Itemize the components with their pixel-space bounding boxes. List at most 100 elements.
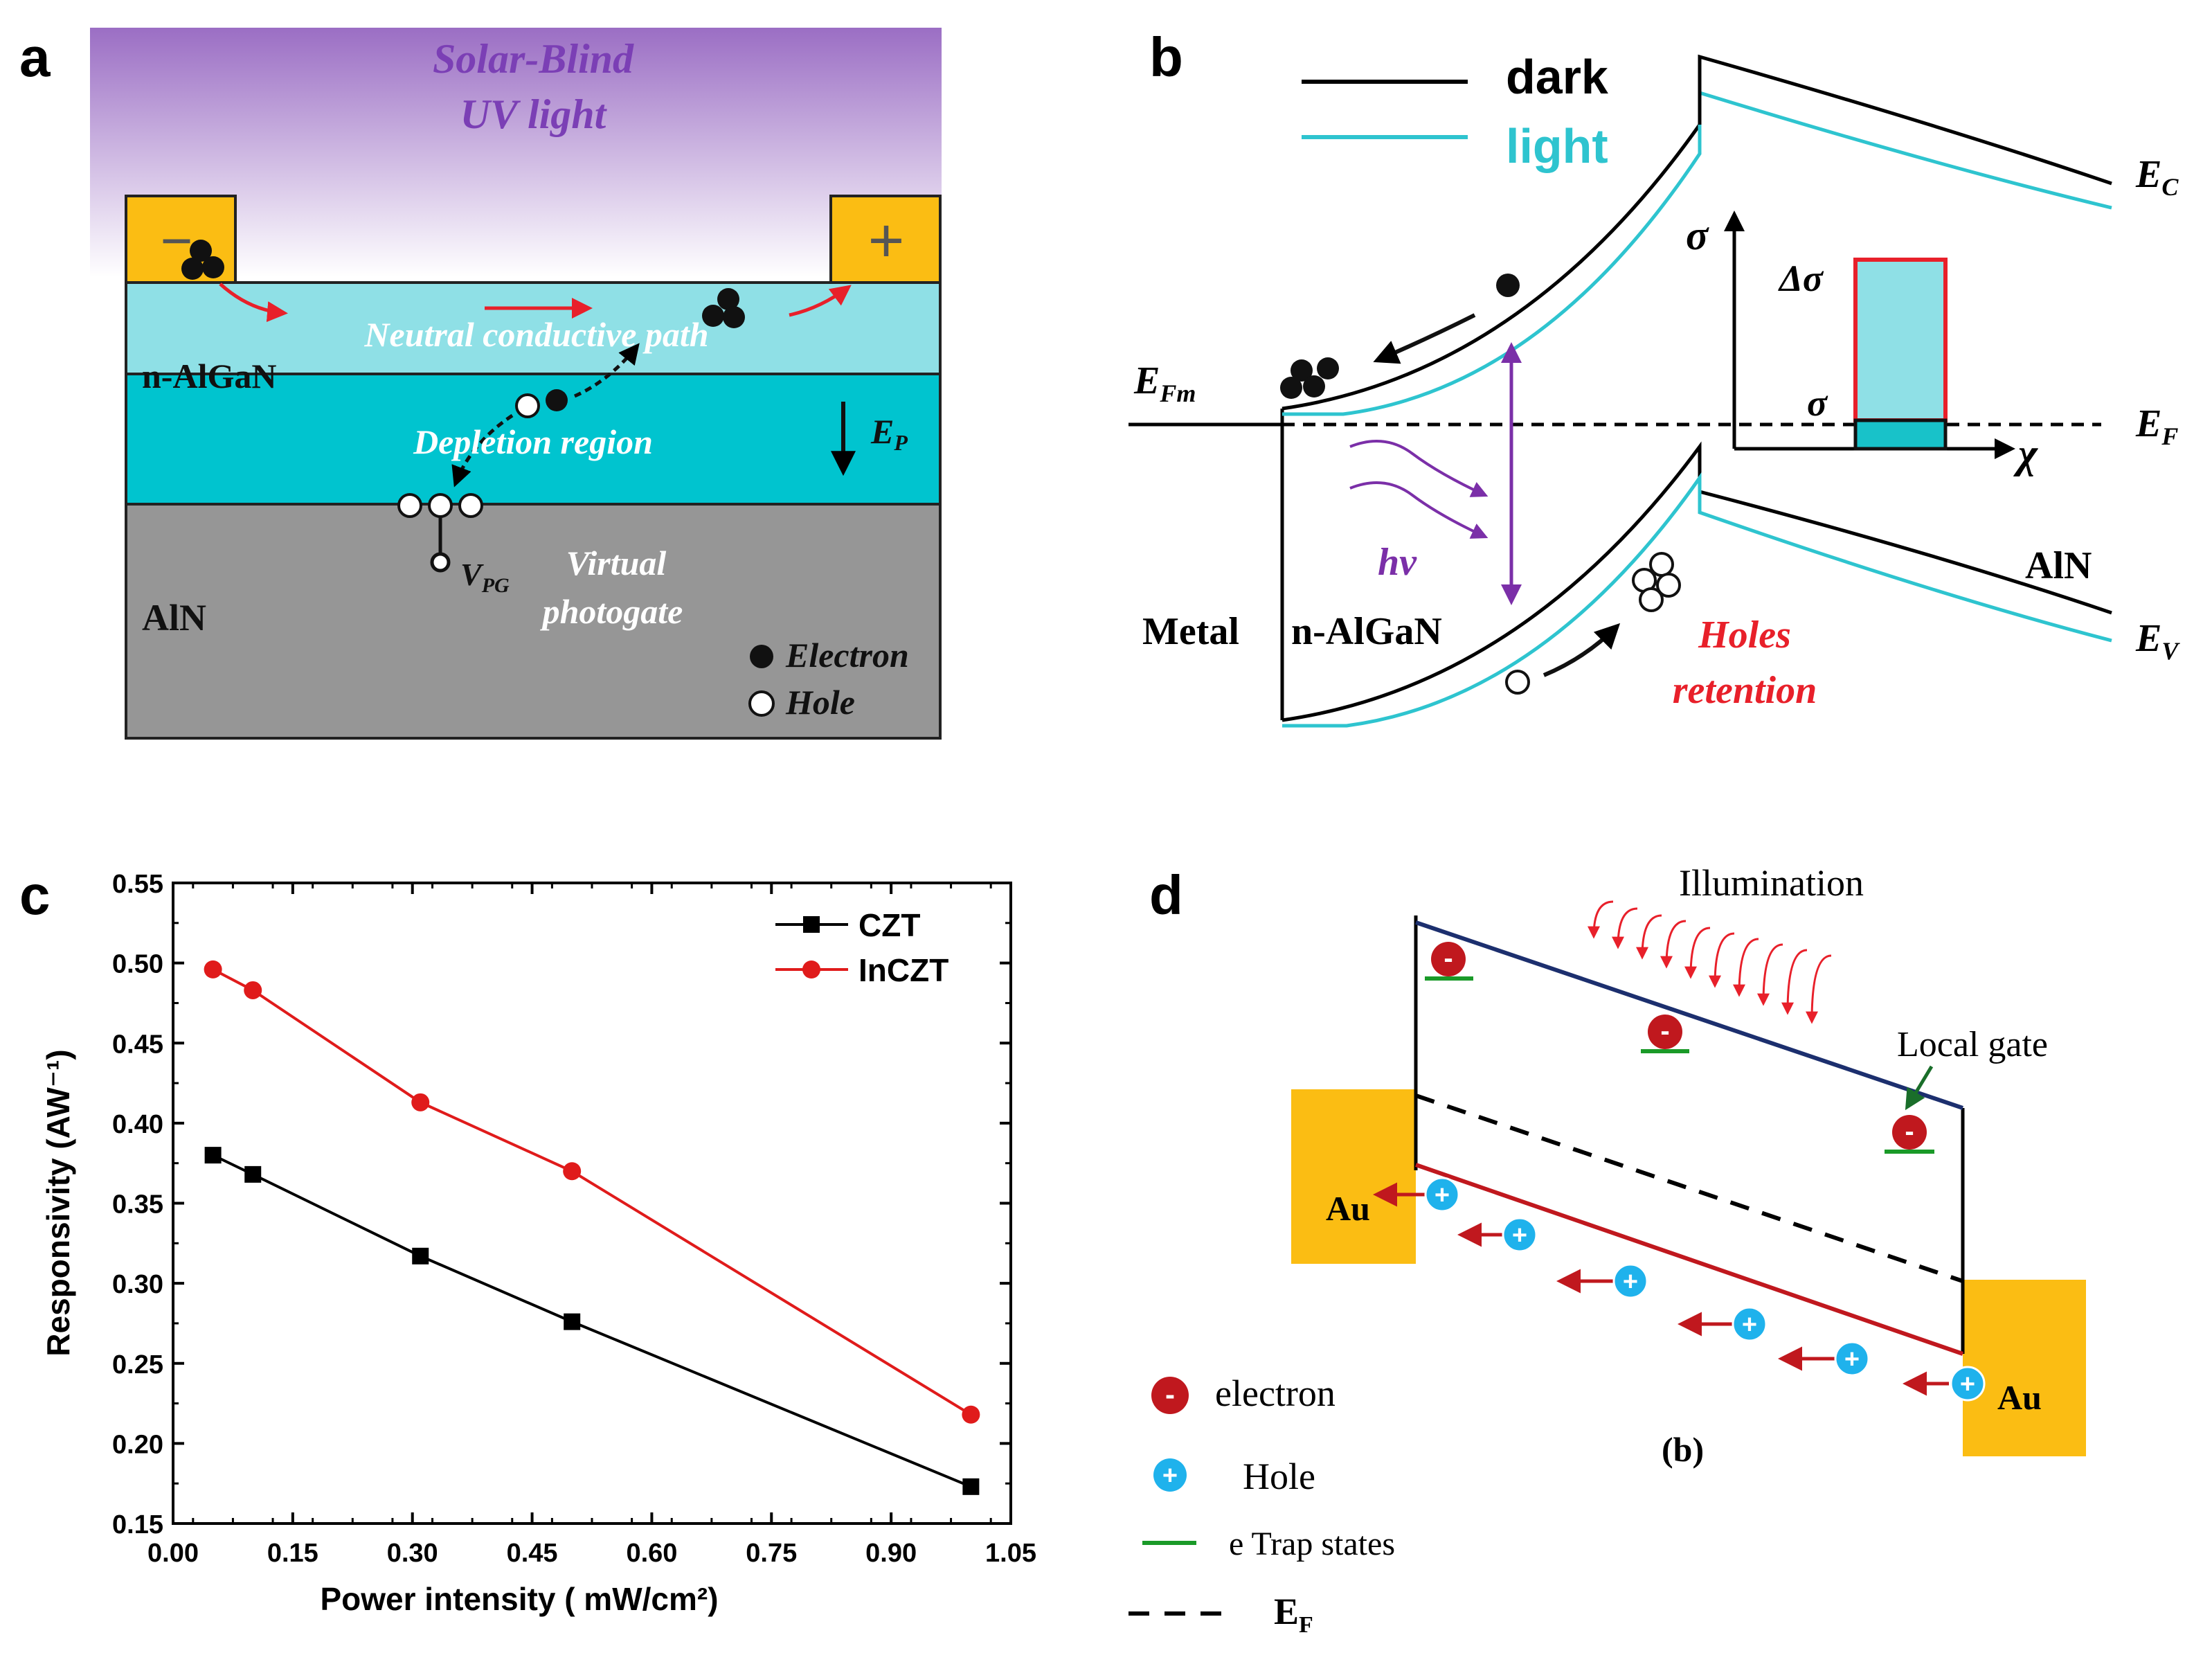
hv-label: hv — [1378, 541, 1417, 584]
algan-label: n-AlGaN — [142, 357, 276, 395]
svg-text:+: + — [1435, 1181, 1450, 1210]
aln-band-label: AlN — [2025, 544, 2092, 587]
electron-path-arrow — [573, 343, 640, 398]
y-tick-label: 0.45 — [112, 1030, 163, 1059]
inset-delta-bar — [1853, 258, 1948, 422]
panel-label-c: c — [19, 864, 51, 926]
point-czt — [412, 1247, 429, 1265]
retained-holes — [1632, 552, 1681, 612]
legend-hole-label: Hole — [785, 683, 855, 722]
holes-retention-line2: retention — [1673, 669, 1817, 712]
trapped-electron-2: - — [1641, 1015, 1689, 1053]
svg-text:+: + — [1844, 1345, 1860, 1374]
svg-text:-: - — [1165, 1378, 1175, 1411]
chart-x-axis-title: Power intensity ( mW/cm²) — [320, 1581, 718, 1617]
hole-6: + — [1903, 1366, 1986, 1402]
legend-electron-symbol — [750, 645, 773, 668]
inset-x-label: χ — [2013, 431, 2038, 476]
panel-a: a Solar-Blind UV light − + Neutral condu… — [19, 26, 942, 740]
y-tick-label: 0.55 — [112, 870, 163, 899]
local-gate-arrow — [1905, 1065, 1934, 1111]
chart-ticks: 0.00 0.15 0.30 0.45 0.60 0.75 0.90 1.050.150.20… — [112, 870, 1036, 1568]
local-gate-label: Local gate — [1897, 1025, 2048, 1064]
legend-trap-text: e Trap states — [1229, 1526, 1395, 1562]
svg-text:-: - — [1905, 1116, 1914, 1147]
svg-text:+: + — [1162, 1461, 1178, 1490]
sub-label-b: (b) — [1662, 1430, 1704, 1469]
depletion-label: Depletion region — [413, 422, 653, 461]
point-czt — [962, 1478, 980, 1495]
electron-cluster-interface — [1280, 357, 1339, 399]
series-line-czt — [212, 1154, 972, 1488]
legend-electron: - electron — [1151, 1373, 1336, 1414]
svg-text:-: - — [1660, 1016, 1669, 1046]
y-tick-label: 0.50 — [112, 950, 163, 979]
point-inczt — [204, 960, 222, 979]
y-tick-label: 0.30 — [112, 1270, 163, 1299]
panel-d: d Au Au Illumination Local gate - — [1129, 862, 2086, 1638]
y-tick-label: 0.25 — [112, 1350, 163, 1379]
panel-label-a: a — [19, 26, 51, 88]
aln-substrate — [125, 503, 942, 740]
field-label: EP — [870, 412, 908, 455]
legend-hole: + Hole — [1153, 1456, 1315, 1497]
valence-band-dark — [1282, 441, 2112, 722]
y-tick-label: 0.35 — [112, 1190, 163, 1219]
legend-hole-symbol — [748, 690, 775, 717]
point-czt — [564, 1313, 581, 1330]
inset-sigma-axis-label: σ — [1686, 213, 1709, 258]
neutral-path-label: Neutral conductive path — [363, 315, 708, 354]
inset-sigma-bar — [1853, 418, 1948, 451]
electron-cluster-mid — [702, 288, 745, 328]
photon-wave-1 — [1349, 440, 1489, 497]
electron-drift-arrow — [1373, 313, 1476, 364]
vpg-label: VPG — [460, 557, 510, 597]
pair-hole — [515, 393, 540, 418]
hole-5: + — [1778, 1341, 1870, 1377]
legend-ef-text: EF — [1274, 1591, 1313, 1638]
y-tick-label: 0.20 — [112, 1430, 163, 1459]
panel-label-d: d — [1149, 864, 1183, 926]
valence-band — [1415, 1163, 1963, 1356]
x-tick-label: 0.45 — [507, 1539, 558, 1568]
chart-legend: CZT InCZT — [775, 907, 948, 988]
illumination-label: Illumination — [1679, 862, 1864, 904]
y-tick-label: 0.15 — [112, 1510, 163, 1539]
series-line-inczt — [212, 968, 972, 1416]
point-inczt — [563, 1162, 582, 1181]
panel-b: b dark light EFm EF EC EV hv — [1129, 26, 2180, 728]
x-tick-label: 0.60 — [626, 1539, 677, 1568]
conduction-band-light — [1282, 90, 2112, 416]
contact-plus-sign: + — [868, 206, 905, 276]
fermi-level — [1415, 1093, 1963, 1283]
trapped-electron-3: - — [1885, 1115, 1934, 1154]
x-tick-label: 1.05 — [985, 1539, 1036, 1568]
legend-czt-marker — [803, 916, 820, 933]
algan-band-label: n-AlGaN — [1291, 610, 1442, 653]
svg-text:-: - — [1444, 943, 1453, 974]
uv-title-line1: Solar-Blind — [433, 36, 634, 82]
legend-ef: EF — [1129, 1591, 1313, 1638]
point-inczt — [244, 981, 262, 999]
electron-cluster-left — [181, 240, 224, 280]
au-left-label: Au — [1326, 1189, 1370, 1228]
panel-label-b: b — [1149, 26, 1183, 88]
efm-label: EFm — [1133, 359, 1196, 407]
metal-label: Metal — [1142, 610, 1239, 653]
hole-1: + — [1373, 1177, 1460, 1213]
point-inczt — [962, 1405, 980, 1424]
x-tick-label: 0.75 — [746, 1539, 797, 1568]
uv-title-line2: UV light — [460, 91, 608, 137]
neutral-layer — [125, 281, 942, 375]
legend-inczt-label: InCZT — [858, 952, 948, 988]
conduction-band — [1415, 920, 1963, 1110]
excited-electron — [1496, 274, 1520, 297]
svg-text:+: + — [1512, 1221, 1527, 1250]
ef-label: EF — [2135, 402, 2178, 450]
point-inczt — [411, 1093, 430, 1111]
x-tick-label: 0.15 — [267, 1539, 318, 1568]
legend-trap: e Trap states — [1142, 1526, 1395, 1562]
svg-text:+: + — [1623, 1267, 1638, 1296]
red-arrow-3 — [789, 285, 852, 317]
